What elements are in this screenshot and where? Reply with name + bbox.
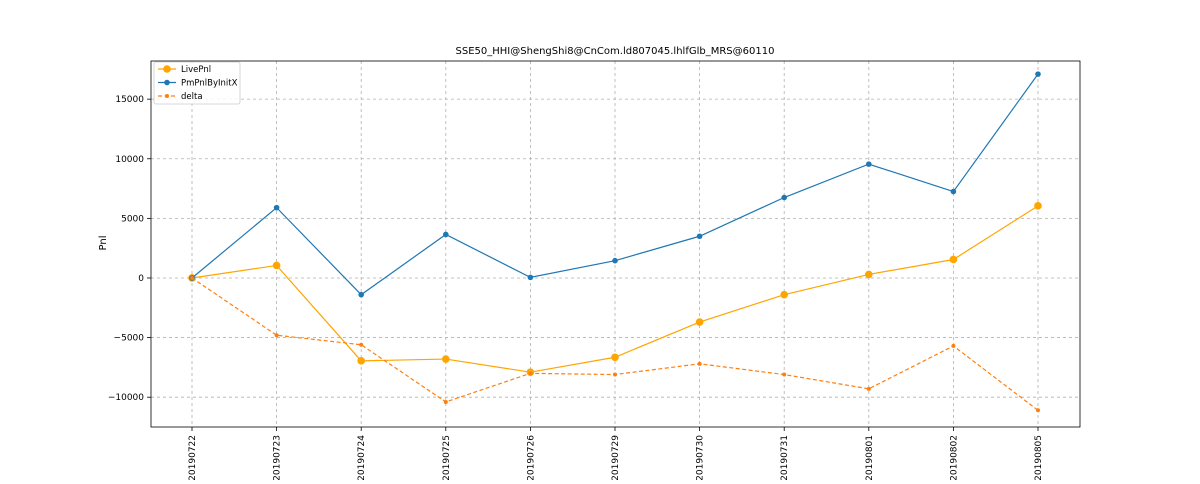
chart-title: SSE50_HHI@ShengShi8@CnCom.ld807045.lhlfG… xyxy=(456,46,775,57)
data-point-delta xyxy=(866,386,871,391)
data-point-delta xyxy=(782,372,787,377)
x-tick-label: 20190731 xyxy=(780,435,790,480)
data-point-delta xyxy=(951,343,956,348)
y-tick-label: 0 xyxy=(138,274,144,284)
data-point-livepnl xyxy=(357,357,366,365)
data-point-pmpnlbyinitx xyxy=(612,257,618,264)
legend-label-livepnl: LivePnl xyxy=(181,65,211,75)
legend-label-delta: delta xyxy=(181,92,203,102)
legend-label-pmpnlbyinitx: PmPnlByInitX xyxy=(181,79,238,89)
data-point-delta xyxy=(528,371,533,376)
data-point-livepnl xyxy=(865,270,873,279)
axes-layer: 20190722 20190723 20190724 20190725 20190726… xyxy=(108,60,1081,481)
data-point-delta xyxy=(190,275,194,280)
x-tick-label: 20190730 xyxy=(696,435,706,480)
data-point-pmpnlbyinitx xyxy=(273,204,280,211)
y-tick-label: 10000 xyxy=(115,155,144,165)
data-point-livepnl xyxy=(1034,202,1042,210)
data-point-livepnl xyxy=(611,353,619,362)
data-point-livepnl xyxy=(780,290,788,299)
x-tick-label: 20190805 xyxy=(1034,435,1044,480)
x-tick-label: 20190729 xyxy=(611,435,621,480)
y-tick-label: −5000 xyxy=(114,334,145,344)
x-tick-label: 20190725 xyxy=(442,435,452,480)
data-point-delta xyxy=(274,333,279,338)
data-point-livepnl xyxy=(272,261,281,270)
x-tick-label: 20190724 xyxy=(357,435,367,480)
series-layer xyxy=(188,71,1042,413)
data-point-livepnl xyxy=(949,255,958,264)
data-point-pmpnlbyinitx xyxy=(358,291,365,298)
x-tick-label: 20190722 xyxy=(188,435,198,480)
data-point-pmpnlbyinitx xyxy=(781,194,787,201)
x-tick-label: 20190723 xyxy=(273,435,283,480)
data-point-livepnl xyxy=(695,318,704,326)
y-tick-label: −10000 xyxy=(108,393,144,403)
data-point-pmpnlbyinitx xyxy=(950,188,957,195)
y-axis-label: Pnl xyxy=(98,236,109,251)
data-point-pmpnlbyinitx xyxy=(527,274,534,281)
data-point-pmpnlbyinitx xyxy=(696,233,703,240)
data-point-delta xyxy=(359,342,364,347)
x-tick-label: 20190726 xyxy=(526,435,536,480)
y-tick-label: 5000 xyxy=(121,214,144,224)
data-point-delta xyxy=(1036,408,1040,413)
y-tick-label: 15000 xyxy=(115,95,144,105)
legend-marker-livepnl xyxy=(163,65,171,73)
plot-frame xyxy=(150,60,1081,428)
x-tick-label: 20190801 xyxy=(865,435,875,480)
x-tick-label: 20190802 xyxy=(949,435,959,480)
legend-marker-pmpnlbyinitx xyxy=(164,79,170,86)
data-point-pmpnlbyinitx xyxy=(866,161,872,167)
legend: LivePnl PmPnlByInitX delta xyxy=(153,61,241,105)
data-point-livepnl xyxy=(442,355,450,363)
data-point-delta xyxy=(613,372,617,377)
data-point-pmpnlbyinitx xyxy=(1035,71,1041,77)
data-point-pmpnlbyinitx xyxy=(443,231,449,238)
data-point-delta xyxy=(697,361,702,366)
grid-layer xyxy=(151,61,1080,427)
data-point-delta xyxy=(443,399,448,404)
legend-box xyxy=(153,61,241,105)
legend-marker-delta xyxy=(165,94,169,98)
